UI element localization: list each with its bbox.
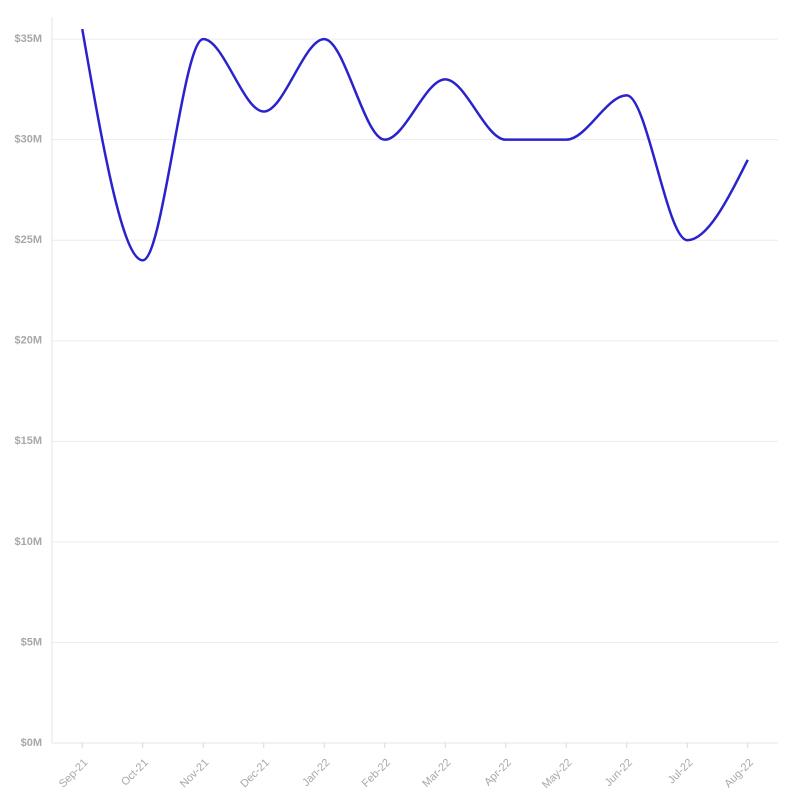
y-tick-label: $20M xyxy=(14,335,42,347)
y-tick-label: $30M xyxy=(14,134,42,146)
x-tick-label: Oct-21 xyxy=(119,757,151,789)
y-tick-label: $5M xyxy=(21,636,42,648)
x-tick-label: Feb-22 xyxy=(360,757,393,790)
x-tick-label: May-22 xyxy=(540,757,574,791)
y-tick-label: $25M xyxy=(14,234,42,246)
y-tick-label: $15M xyxy=(14,435,42,447)
x-tick-label: Sep-21 xyxy=(57,757,91,791)
x-tick-label: Jul-22 xyxy=(666,757,696,787)
x-tick-label: Jan-22 xyxy=(300,757,332,789)
x-tick-label: Dec-21 xyxy=(238,757,272,791)
x-tick-label: Mar-22 xyxy=(420,757,453,790)
y-tick-label: $35M xyxy=(14,33,42,45)
x-tick-label: Aug-22 xyxy=(722,757,756,791)
y-tick-label: $10M xyxy=(14,536,42,548)
x-tick-label: Jun-22 xyxy=(603,757,635,789)
y-tick-label: $0M xyxy=(21,737,42,749)
line xyxy=(81,28,749,262)
x-tick-label: Nov-21 xyxy=(178,757,212,791)
x-tick-label: Apr-22 xyxy=(482,757,514,789)
